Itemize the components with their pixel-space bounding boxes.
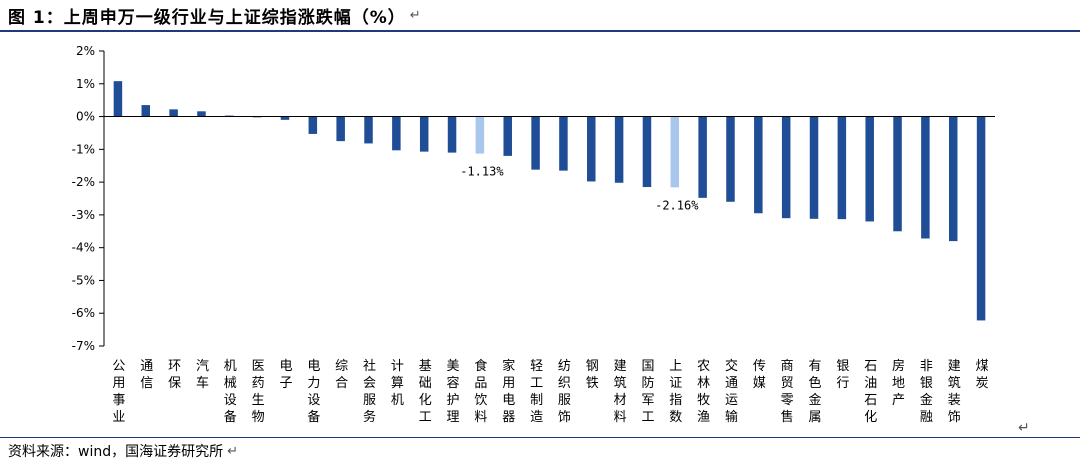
x-category-label: 机械设备 [224,359,237,425]
bar-传媒 [754,116,763,214]
bar-上证指数 [670,116,680,188]
bar-农林牧渔 [698,116,707,198]
bar-公用事业 [113,81,123,117]
bar-交通运输 [726,116,735,202]
bar-建筑装饰 [948,116,958,242]
x-category-label: 计算机 [391,359,404,408]
bar-食品饮料 [475,116,485,154]
x-category-label: 钢铁 [586,359,599,391]
x-category-label: 电力设备 [307,359,320,425]
y-tick-label: -3% [72,208,95,222]
y-tick-label: -1% [72,142,95,156]
x-category-label: 国防军工 [641,359,654,425]
bar-石油石化 [865,116,874,222]
bar-综合 [336,116,345,142]
x-category-label: 医药生物 [252,359,265,425]
x-category-label: 通信 [140,359,153,391]
bar-环保 [169,109,178,117]
x-category-label: 公用事业 [112,359,125,425]
bar-轻工制造 [531,116,540,170]
bar-series [113,81,986,321]
bar-家用电器 [503,116,512,156]
x-category-label: 家用电器 [502,358,515,425]
y-tick-label: -5% [72,273,95,287]
y-tick-label: -4% [72,241,95,255]
x-category-label: 商贸零售 [781,359,794,425]
y-tick-label: -6% [72,306,95,320]
bar-基础化工 [419,116,429,152]
y-tick-label: -2% [72,175,95,189]
y-axis: 2% 1% 0% -1% -2% -3% -4% -5% -6% -7% [72,44,104,353]
bar-国防军工 [642,116,652,188]
bar-有色金属 [809,116,819,219]
return-mark: ↵ [409,7,421,23]
bar-汽车 [197,111,206,117]
y-tick-label: 0% [76,110,95,124]
x-category-label: 房地产 [892,358,905,408]
axis-lines [103,51,995,346]
x-category-label: 有色金属 [809,359,822,425]
figure-title: 图 1：上周申万一级行业与上证综指涨跌幅（%） [8,7,406,28]
x-category-label: 电子 [279,359,292,391]
bar-建筑材料 [614,116,624,183]
x-category-label: 农林牧渔 [697,359,710,425]
bar-煤炭 [976,116,986,321]
data-label: -1.13% [460,165,504,179]
source-note: 资料来源：wind，国海证券研究所 ↵ [8,441,238,461]
top-rule [0,30,1080,32]
return-mark: ↵ [227,443,239,459]
x-category-label: 银行 [836,359,849,391]
bar-非银金融 [921,116,930,239]
bottom-rule [0,437,1080,438]
x-category-label: 上证指数 [669,359,682,425]
bar-chart: 2% 1% 0% -1% -2% -3% -4% -5% -6% -7% -1.13% -2.16%… [72,44,995,425]
bar-通信 [141,105,151,117]
end-return-mark: ↵ [1018,420,1030,436]
bar-社会服务 [364,116,373,144]
bar-商贸零售 [781,116,791,219]
x-category-label: 轻工制造 [530,359,543,425]
y-tick-label: -7% [72,339,95,353]
x-category-label: 石油石化 [864,359,877,425]
x-category-label: 食品饮料 [474,358,487,425]
x-category-label: 建筑装饰 [948,359,961,425]
bar-房地产 [893,116,902,232]
bar-美容护理 [447,116,457,153]
x-category-label: 综合 [335,359,348,391]
y-tick-label: 2% [76,44,95,58]
x-category-label: 交通运输 [725,358,738,425]
x-category-label: 汽车 [196,359,209,391]
data-label: -2.16% [655,198,699,212]
x-category-label: 传媒 [753,359,766,391]
annotations: -1.13% -2.16% [460,165,699,213]
bar-银行 [837,116,847,220]
y-tick-label: 1% [76,77,95,91]
x-category-label: 环保 [168,359,181,391]
bar-纺织服饰 [559,116,568,171]
x-category-label: 基础化工 [419,359,432,425]
source-text: 资料来源：wind，国海证券研究所 [8,444,224,460]
x-category-label: 煤炭 [976,359,989,391]
bar-电子 [280,116,290,120]
x-category-label: 非银金融 [920,359,933,425]
bar-电力设备 [308,116,318,134]
bar-钢铁 [587,116,596,182]
x-category-label: 社会服务 [363,358,376,425]
figure-title-row: 图 1：上周申万一级行业与上证综指涨跌幅（%） ↵ [8,2,421,28]
x-category-label: 建筑材料 [614,359,627,425]
x-category-label: 美容护理 [447,359,460,425]
x-category-label: 纺织服饰 [558,359,571,425]
bar-计算机 [392,116,401,151]
